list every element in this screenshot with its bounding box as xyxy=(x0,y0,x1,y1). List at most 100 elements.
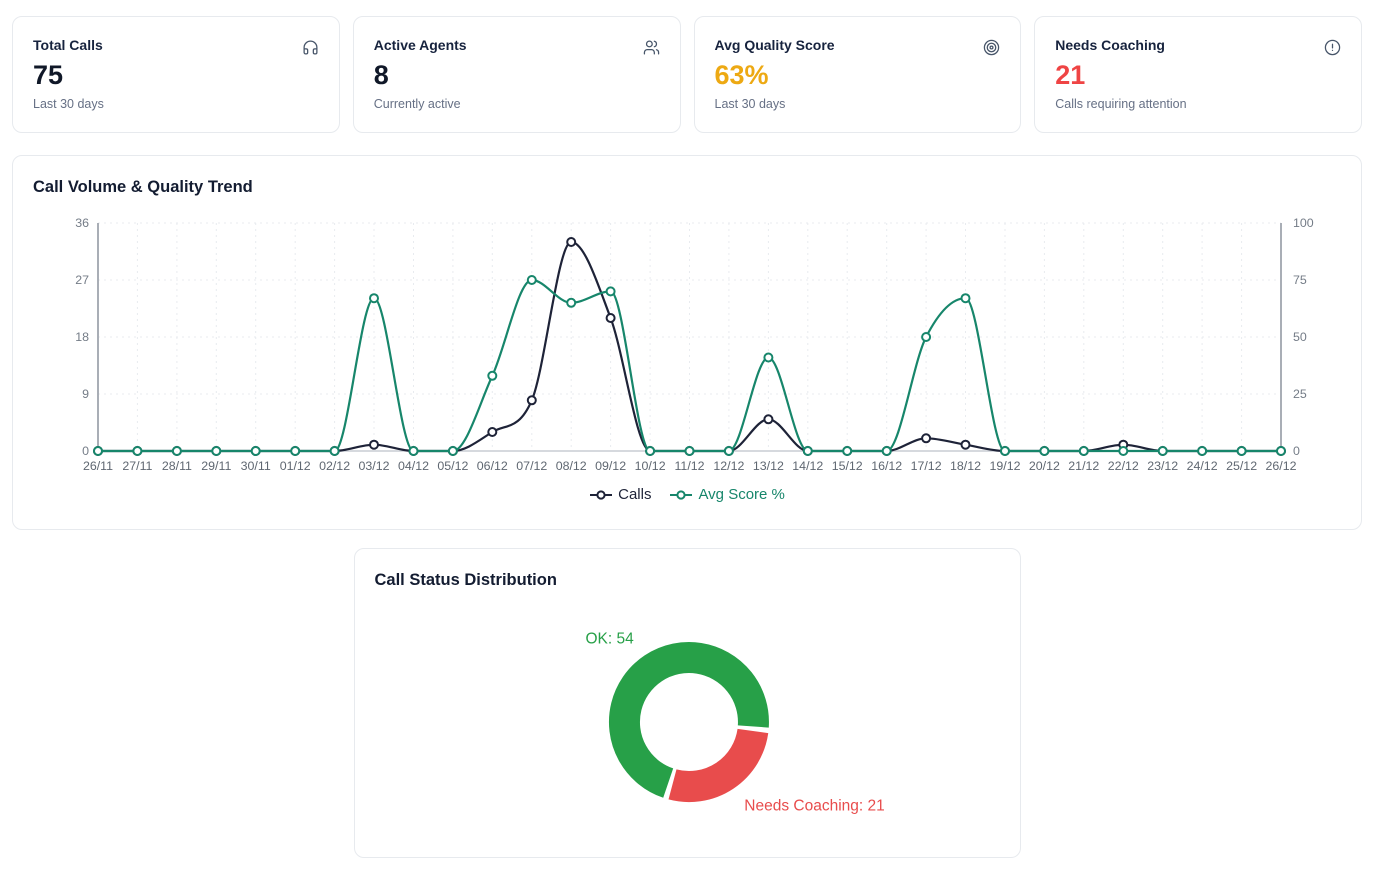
x-axis-label: 07/12 xyxy=(516,459,547,473)
kpi-value: 63% xyxy=(714,60,769,90)
right-axis-tick: 100 xyxy=(1293,216,1314,230)
calls-line xyxy=(98,240,1281,453)
avg-score--point xyxy=(250,446,261,456)
avg-score--point xyxy=(802,446,813,456)
donut-label-ok: OK: 54 xyxy=(585,631,634,648)
status-donut-chart: OK: 54 Needs Coaching: 21 xyxy=(375,598,1000,850)
x-axis-label: 02/12 xyxy=(319,459,350,473)
left-axis-tick: 27 xyxy=(75,273,89,287)
left-axis-tick: 0 xyxy=(82,444,89,458)
x-axis-label: 11/12 xyxy=(674,459,704,473)
kpi-subtitle: Currently active xyxy=(373,97,461,111)
x-axis-label: 28/11 xyxy=(162,459,192,473)
axis-labels: 0 9 18 27 36 0 25 50 75 100 26/11 27/11 28/11 29/11 30… xyxy=(75,216,1314,473)
calls-point xyxy=(369,439,379,450)
x-axis-label: 24/12 xyxy=(1187,459,1218,473)
left-axis-tick: 36 xyxy=(75,216,89,230)
avg-score--point xyxy=(763,352,774,363)
calls-point xyxy=(960,439,971,450)
donut-slice-needs-coaching xyxy=(668,728,768,803)
kpi-subtitle: Last 30 days xyxy=(714,97,786,111)
x-axis-label: 06/12 xyxy=(477,459,508,473)
avg-score--point xyxy=(526,275,537,285)
avg-score--point xyxy=(1197,446,1208,456)
left-axis-tick: 9 xyxy=(82,387,89,401)
headphones-icon xyxy=(302,39,319,56)
x-axis-label: 27/11 xyxy=(122,459,152,473)
calls-point xyxy=(526,395,537,406)
status-chart-canvas: OK: 54 Needs Coaching: 21 xyxy=(585,631,884,815)
avg-score--point xyxy=(960,293,971,304)
avg-score--point xyxy=(1118,446,1129,456)
status-chart-card: Call Status Distribution OK: 54 Needs Coa… xyxy=(353,548,1021,858)
x-axis-label: 19/12 xyxy=(989,459,1020,473)
avg-score--point xyxy=(329,446,340,456)
calls-point xyxy=(763,414,774,425)
kpi-value: 8 xyxy=(373,60,389,90)
avg-score--point xyxy=(408,446,419,456)
trend-chart-legend: Calls Avg Score % xyxy=(33,487,1341,502)
right-axis-tick: 0 xyxy=(1293,444,1300,458)
x-axis-label: 26/11 xyxy=(83,459,113,473)
x-axis-label: 09/12 xyxy=(595,459,626,473)
trend-chart-title: Call Volume & Quality Trend xyxy=(33,178,253,196)
x-axis-label: 23/12 xyxy=(1147,459,1178,473)
left-axis-tick: 18 xyxy=(75,330,89,344)
legend-marker-icon xyxy=(670,489,693,500)
avg-score--point xyxy=(487,370,498,381)
right-axis-tick: 50 xyxy=(1293,330,1307,344)
x-axis-label: 20/12 xyxy=(1029,459,1060,473)
x-axis-label: 05/12 xyxy=(437,459,468,473)
kpi-card-avg-quality-score: Avg Quality Score 63% Last 30 days xyxy=(693,16,1022,133)
legend-marker-icon xyxy=(590,489,613,500)
kpi-card-active-agents: Active Agents 8 Currently active xyxy=(352,16,681,133)
x-axis-label: 30/11 xyxy=(241,459,271,473)
kpi-value: 75 xyxy=(33,60,64,90)
legend-label: Avg Score % xyxy=(698,486,785,503)
x-axis-label: 29/11 xyxy=(201,459,231,473)
users-icon xyxy=(643,39,660,56)
x-axis-label: 08/12 xyxy=(556,459,587,473)
avg-score--point xyxy=(1236,446,1247,456)
x-axis-label: 01/12 xyxy=(280,459,311,473)
x-axis-label: 21/12 xyxy=(1068,459,1099,473)
donut-label-needs-coaching: Needs Coaching: 21 xyxy=(744,797,884,814)
kpi-title: Active Agents xyxy=(373,37,467,53)
avg-score--point xyxy=(1078,446,1089,456)
avg-score--point xyxy=(171,446,182,456)
legend-item-calls: Calls xyxy=(589,487,651,502)
donut-slice-ok xyxy=(608,642,769,798)
target-icon xyxy=(983,39,1000,56)
calls-point xyxy=(566,237,577,247)
grid-lines xyxy=(97,222,1282,451)
trend-chart-card: Call Volume & Quality Trend 0 9 18 27 36 0 25 5… xyxy=(12,155,1362,530)
avg-score--point xyxy=(842,446,853,456)
avg-score--point xyxy=(1000,446,1010,456)
avg-score--point xyxy=(290,446,301,456)
dashboard: Total Calls 75 Last 30 days Active Agent… xyxy=(12,16,1362,858)
x-axis-label: 25/12 xyxy=(1226,459,1257,473)
avg-score--point xyxy=(1039,446,1050,456)
kpi-title: Needs Coaching xyxy=(1055,37,1165,53)
x-axis-label: 12/12 xyxy=(713,459,744,473)
calls-point xyxy=(487,427,498,437)
avg-score--series xyxy=(93,275,1286,456)
x-axis-label: 18/12 xyxy=(950,459,981,473)
kpi-value: 21 xyxy=(1055,60,1086,90)
x-axis-label: 10/12 xyxy=(635,459,666,473)
legend-item-avg-score-: Avg Score % xyxy=(669,486,785,503)
avg-score--point xyxy=(93,446,103,456)
avg-score--point xyxy=(132,446,143,456)
avg-score--point xyxy=(605,286,616,297)
status-chart-title: Call Status Distribution xyxy=(374,571,557,589)
avg-score--point xyxy=(881,446,892,456)
avg-score--line xyxy=(98,278,1281,453)
trend-line-chart: 0 9 18 27 36 0 25 50 75 100 26/11 27/11 28/11 29/11 30… xyxy=(33,211,1341,477)
avg-score--point xyxy=(645,446,656,456)
x-axis-label: 14/12 xyxy=(792,459,823,473)
avg-score--point xyxy=(723,446,734,456)
alert-circle-icon xyxy=(1324,39,1341,56)
avg-score--point xyxy=(566,297,577,308)
kpi-title: Total Calls xyxy=(33,37,103,53)
x-axis-label: 04/12 xyxy=(398,459,429,473)
